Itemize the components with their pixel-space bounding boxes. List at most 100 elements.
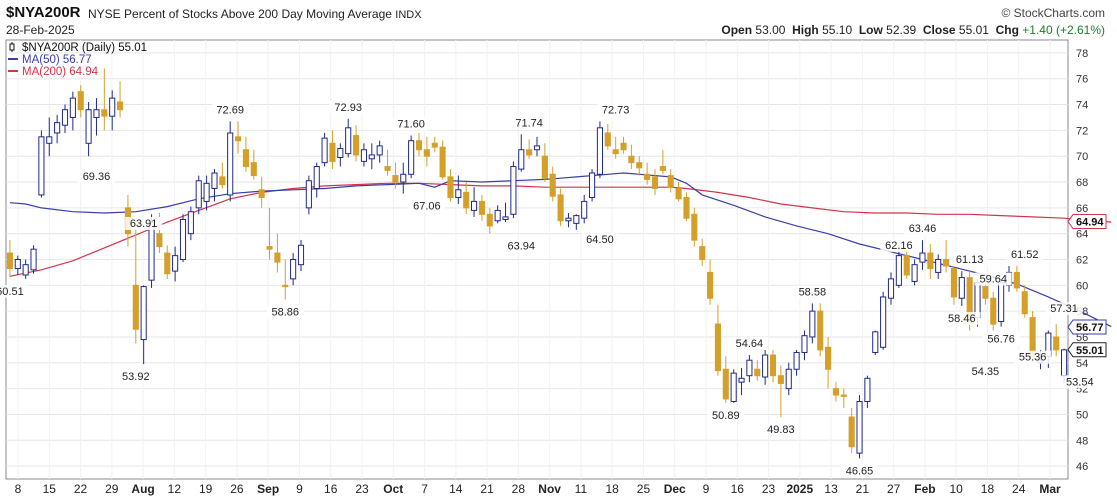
candle-body — [250, 162, 257, 177]
y-tick-label: 72 — [1076, 125, 1088, 137]
x-tick-label: 27 — [887, 482, 901, 496]
x-tick-label: 25 — [637, 482, 651, 496]
legend-candle-icon — [9, 43, 15, 51]
candle-body — [683, 197, 690, 219]
annotation-bg — [266, 305, 304, 319]
price-annotation: 71.60 — [397, 119, 425, 131]
candle-body — [408, 140, 415, 175]
candle-body — [943, 259, 950, 267]
price-tag — [1067, 214, 1107, 230]
candle-body — [54, 122, 61, 134]
chart-date: 28-Feb-2025 — [6, 23, 75, 37]
candle-body — [30, 248, 37, 271]
price-annotation: 58.58 — [799, 286, 827, 298]
price-annotation: 71.74 — [515, 117, 543, 129]
candle-body — [266, 246, 273, 250]
price-annotation: 50.89 — [712, 410, 740, 422]
candle-body — [140, 286, 147, 341]
x-tick-label: 21 — [480, 482, 494, 496]
candle-body — [958, 277, 965, 299]
candle-body — [1061, 349, 1068, 377]
price-annotation: 62.16 — [885, 240, 913, 252]
x-tick-label: 23 — [355, 482, 369, 496]
candle-body — [935, 259, 942, 273]
candle-body — [549, 173, 556, 197]
x-tick-label: 26 — [230, 482, 244, 496]
x-tick-label: 2025 — [786, 482, 813, 496]
candle-body — [644, 173, 651, 180]
price-chart[interactable]: 4648505254565860626466687072747678815222… — [0, 36, 1117, 499]
price-tag — [1067, 319, 1107, 335]
x-tick-label: 19 — [199, 482, 213, 496]
x-tick-label: 21 — [856, 482, 870, 496]
candle-body — [235, 136, 242, 142]
candle-body — [164, 252, 171, 275]
candle-body — [132, 284, 139, 330]
annotation-bg — [762, 423, 800, 437]
candle-body — [777, 375, 784, 384]
y-tick-label: 54 — [1076, 358, 1088, 370]
annotation-bg — [1061, 375, 1099, 389]
candle-body — [329, 142, 336, 162]
candle-body — [345, 127, 352, 155]
legend-price: $NYA200R (Daily) 55.01 — [22, 42, 147, 54]
candle-body — [77, 91, 84, 111]
candle-body — [950, 268, 957, 298]
y-tick-label: 78 — [1076, 48, 1088, 60]
annotation-bg — [597, 103, 635, 117]
x-tick-label: 12 — [168, 482, 182, 496]
price-tag-label: 55.01 — [1076, 345, 1104, 357]
candle-body — [423, 149, 430, 157]
candle-body — [919, 252, 926, 263]
candle-body — [1029, 317, 1036, 357]
annotation-bg — [1014, 350, 1052, 364]
candle-body — [368, 154, 375, 160]
annotation-bg — [903, 222, 941, 236]
x-tick-label: 14 — [449, 482, 463, 496]
candle-body — [22, 264, 29, 276]
candle-body — [313, 166, 320, 189]
candle-body — [998, 282, 1005, 322]
candle-body — [305, 180, 312, 209]
y-tick-label: 56 — [1076, 332, 1088, 344]
price-annotation: 58.86 — [272, 307, 300, 319]
candle-body — [817, 310, 824, 351]
price-annotation: 72.73 — [602, 104, 630, 116]
candle-body — [463, 191, 470, 209]
source-credit[interactable]: © StockCharts.com — [1001, 6, 1105, 20]
candle-body — [195, 180, 202, 209]
annotation-bg — [77, 169, 115, 183]
y-tick-label: 60 — [1076, 280, 1088, 292]
candle-body — [667, 175, 674, 188]
y-tick-label: 50 — [1076, 409, 1088, 421]
candle-body — [659, 166, 666, 171]
candle-body — [612, 149, 619, 155]
x-tick-label: Aug — [131, 482, 154, 496]
x-tick-label: 9 — [296, 482, 303, 496]
candle-body — [38, 136, 45, 196]
candle-body — [675, 187, 682, 200]
candle-body — [801, 335, 808, 353]
candle-body — [337, 147, 344, 158]
candle-body — [14, 259, 21, 270]
candle-body — [211, 172, 218, 189]
price-annotation: 72.69 — [216, 104, 244, 116]
x-tick-label: 28 — [512, 482, 526, 496]
annotation-bg — [1045, 302, 1083, 316]
candle-body — [494, 209, 501, 222]
x-tick-label: 10 — [950, 482, 964, 496]
annotation-bg — [329, 100, 367, 114]
y-tick-label: 68 — [1076, 177, 1088, 189]
candle-body — [880, 296, 887, 348]
price-annotation: 63.46 — [909, 223, 937, 235]
x-tick-label: 11 — [575, 482, 588, 496]
x-tick-label: 16 — [324, 482, 338, 496]
annotation-bg — [880, 238, 918, 252]
ohlc-summary: Open 53.00 High 55.10 Low 52.39 Close 55… — [721, 23, 1105, 37]
x-tick-label: 18 — [981, 482, 995, 496]
annotation-bg — [793, 285, 831, 299]
price-annotation: 58.46 — [948, 313, 976, 325]
candle-body — [895, 255, 902, 286]
symbol-description: NYSE Percent of Stocks Above 200 Day Mov… — [88, 7, 422, 21]
annotation-bg — [966, 364, 1004, 378]
